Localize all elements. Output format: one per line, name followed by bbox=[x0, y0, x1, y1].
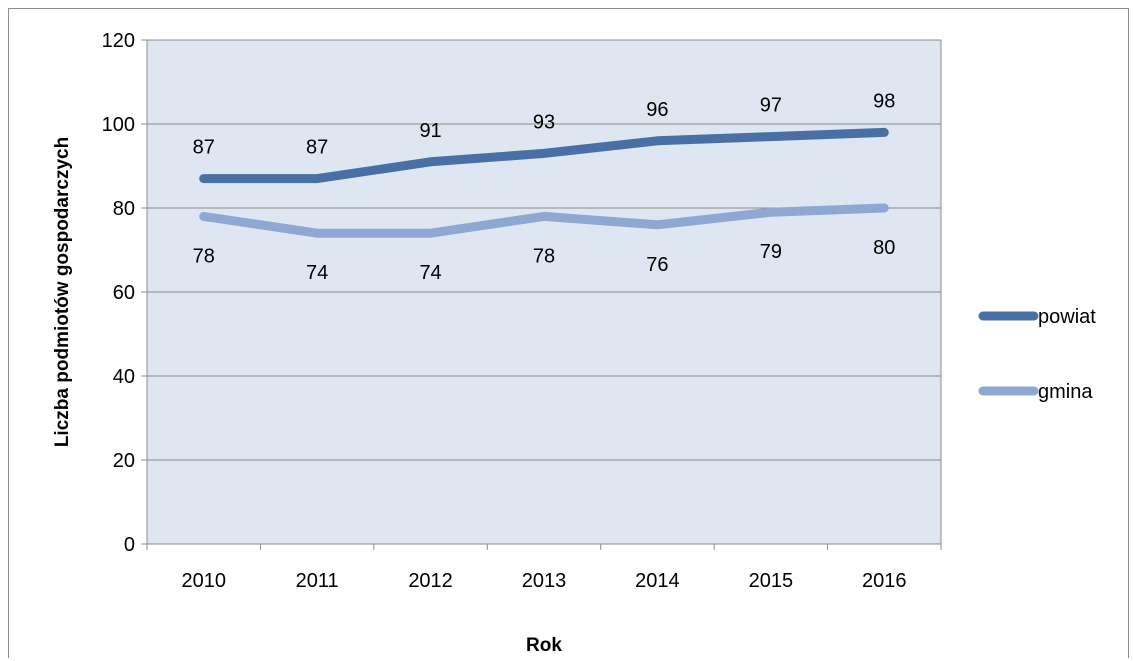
legend: powiat gmina bbox=[978, 306, 1096, 403]
x-axis-title: Rok bbox=[526, 635, 562, 656]
data-label: 96 bbox=[646, 99, 668, 121]
x-tick-label: 2011 bbox=[296, 570, 339, 592]
y-tick-label: 100 bbox=[102, 114, 135, 136]
y-tick-label: 40 bbox=[113, 366, 135, 388]
x-tick-label: 2012 bbox=[408, 570, 453, 592]
legend-label: gmina bbox=[1038, 381, 1093, 403]
data-label: 93 bbox=[533, 111, 555, 133]
y-tick-label: 120 bbox=[102, 30, 135, 52]
x-tick-label: 2014 bbox=[635, 570, 680, 592]
y-tick-label: 20 bbox=[113, 450, 135, 472]
data-label: 80 bbox=[873, 237, 895, 259]
x-tick-label: 2015 bbox=[749, 570, 794, 592]
x-tick-label: 2010 bbox=[181, 570, 226, 592]
data-label: 79 bbox=[760, 241, 782, 263]
y-tick-label: 80 bbox=[113, 198, 135, 220]
series-lines bbox=[199, 127, 889, 238]
y-axis-title: Liczba podmiotów gospodarczych bbox=[52, 137, 73, 447]
data-label: 78 bbox=[193, 245, 215, 267]
data-labels: 87 87 91 93 96 97 98 78 74 74 78 76 79 80 bbox=[193, 90, 896, 284]
series-line-powiat bbox=[199, 127, 889, 184]
data-label: 74 bbox=[306, 262, 328, 284]
series-line-gmina bbox=[199, 203, 889, 238]
legend-label: powiat bbox=[1038, 306, 1096, 328]
data-label: 97 bbox=[760, 95, 782, 117]
data-label: 91 bbox=[419, 120, 441, 142]
data-label: 87 bbox=[306, 137, 328, 159]
data-label: 78 bbox=[533, 245, 555, 267]
y-tick-label: 60 bbox=[113, 282, 135, 304]
x-tick-label: 2013 bbox=[522, 570, 567, 592]
y-axis-ticks: 0 20 40 60 80 100 120 bbox=[102, 30, 135, 556]
y-tick-label: 0 bbox=[124, 534, 135, 556]
data-label: 98 bbox=[873, 90, 895, 112]
data-label: 87 bbox=[193, 137, 215, 159]
data-label: 76 bbox=[646, 254, 668, 276]
x-tick-label: 2016 bbox=[862, 570, 907, 592]
data-label: 74 bbox=[419, 262, 441, 284]
x-axis-ticks: 2010 2011 2012 2013 2014 2015 2016 bbox=[181, 570, 906, 592]
